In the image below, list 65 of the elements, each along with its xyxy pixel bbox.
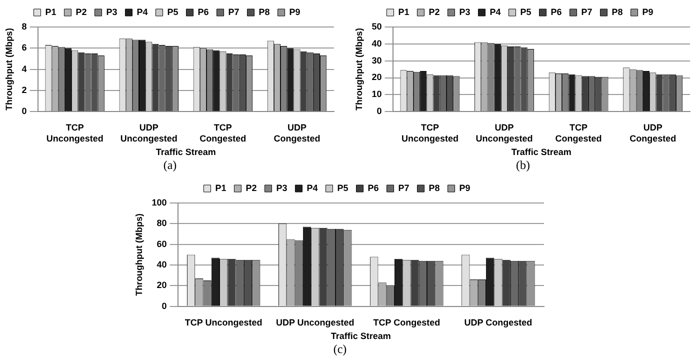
legend-label: P9: [642, 6, 654, 17]
x-axis-title: Traffic Stream: [511, 147, 572, 158]
x-tick-label: TCP Uncongested: [184, 317, 262, 328]
legend-label: P3: [276, 182, 288, 193]
y-tick-label: 40: [156, 260, 167, 270]
legend-label: P1: [215, 182, 226, 193]
x-tick-label: UDP Congested: [464, 317, 532, 328]
legend-label: P8: [612, 6, 623, 17]
legend-label: P1: [45, 6, 56, 17]
x-tick-label: UDP Congested: [630, 122, 676, 144]
legend-label: P5: [337, 182, 348, 193]
x-tick-label: TCP Congested: [200, 122, 246, 144]
x-tick-label: TCP Congested: [373, 317, 440, 328]
y-tick-label: 10: [372, 89, 382, 100]
y-axis-title: Throughput (Mbps): [134, 213, 144, 296]
y-tick-label: 50: [372, 21, 382, 32]
x-tick-label: UDP Uncongested: [120, 122, 178, 144]
text: (a): [162, 158, 178, 173]
legend-label: P8: [258, 6, 270, 17]
y-tick-label: 20: [372, 72, 382, 82]
legend-label: P5: [520, 6, 532, 17]
x-tick-label: TCP Congested: [555, 122, 602, 144]
y-tick-label: 40: [372, 38, 382, 48]
y-tick-label: 8: [22, 21, 27, 32]
y-tick-label: 20: [156, 280, 167, 290]
legend-label: P2: [246, 182, 257, 193]
legend-label: P2: [76, 6, 87, 17]
legend-label: P3: [106, 6, 118, 17]
legend-label: P1: [398, 6, 410, 17]
x-tick-label: UDP Uncongested: [276, 317, 354, 328]
x-tick-label: UDP Congested: [274, 122, 320, 144]
legend-label: P9: [289, 6, 300, 17]
x-tick-label: UDP Uncongested: [476, 122, 533, 144]
y-tick-label: 30: [372, 55, 382, 66]
y-tick-label: 4: [22, 64, 27, 74]
legend-label: P3: [459, 6, 470, 17]
y-tick-label: 0: [162, 300, 167, 311]
legend-label: P4: [490, 6, 501, 17]
x-axis-title: Traffic Stream: [330, 331, 391, 342]
y-tick-label: 100: [152, 197, 167, 208]
text: (b): [515, 158, 531, 173]
legend-label: P7: [398, 182, 410, 193]
y-tick-label: 6: [22, 42, 27, 53]
legend-label: P9: [459, 182, 470, 193]
y-tick-label: 0: [22, 106, 27, 116]
y-tick-label: 80: [156, 218, 167, 228]
text: (c): [332, 342, 348, 357]
legend-label: P5: [167, 6, 178, 17]
legend-label: P4: [136, 6, 148, 17]
legend-label: P6: [368, 182, 379, 193]
y-axis-title: Throughput (Mbps): [354, 28, 364, 111]
legend-label: P7: [228, 6, 240, 17]
x-tick-label: TCP Uncongested: [401, 122, 458, 144]
legend-label: P6: [198, 6, 209, 17]
y-tick-label: 0: [376, 106, 382, 116]
legend-label: P6: [550, 6, 562, 17]
legend-label: P4: [306, 182, 318, 193]
y-tick-label: 60: [156, 238, 167, 249]
legend-label: P8: [428, 182, 440, 193]
y-axis-title: Throughput (Mbps): [4, 28, 14, 111]
y-tick-label: 2: [22, 84, 27, 95]
x-axis-title: Traffic Stream: [156, 147, 216, 158]
legend-label: P7: [581, 6, 592, 17]
x-tick-label: TCP Uncongested: [46, 122, 104, 144]
legend-label: P2: [428, 6, 440, 17]
